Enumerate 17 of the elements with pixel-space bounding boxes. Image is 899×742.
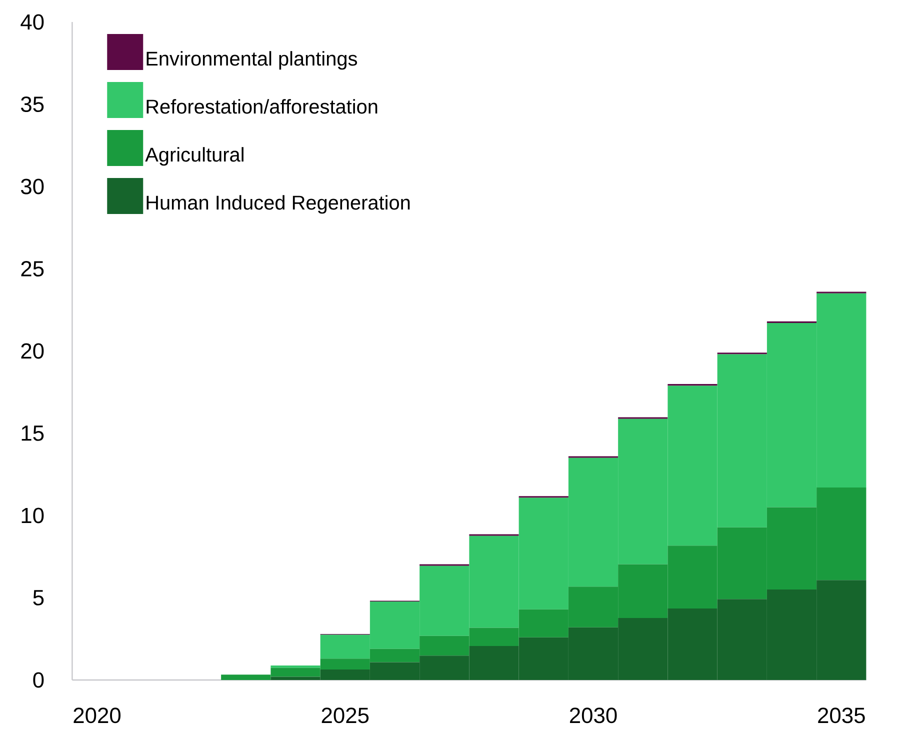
y-tick-label: 15 [22, 426, 44, 441]
x-tick-label: 2025 [322, 708, 369, 724]
legend-label: Agricultural [145, 147, 244, 166]
y-tick-label: 40 [20, 14, 44, 30]
y-tick-label: 0 [33, 672, 44, 688]
y-tick-label: 5 [33, 590, 44, 606]
x-tick-label: 2035 [818, 708, 865, 724]
x-tick-label: 2030 [570, 708, 617, 724]
x-tick-label: 2020 [74, 708, 121, 724]
legend-label: Human Induced Regeneration [146, 195, 410, 214]
y-tick-label: 30 [20, 178, 44, 194]
legend-label: Reforestation/afforestation [146, 99, 378, 114]
legend-label: Environmental plantings [146, 51, 357, 70]
y-tick-label: 35 [20, 96, 44, 112]
y-tick-label: 20 [21, 343, 44, 359]
y-tick-label: 25 [21, 260, 44, 277]
y-tick-label: 10 [22, 508, 44, 524]
